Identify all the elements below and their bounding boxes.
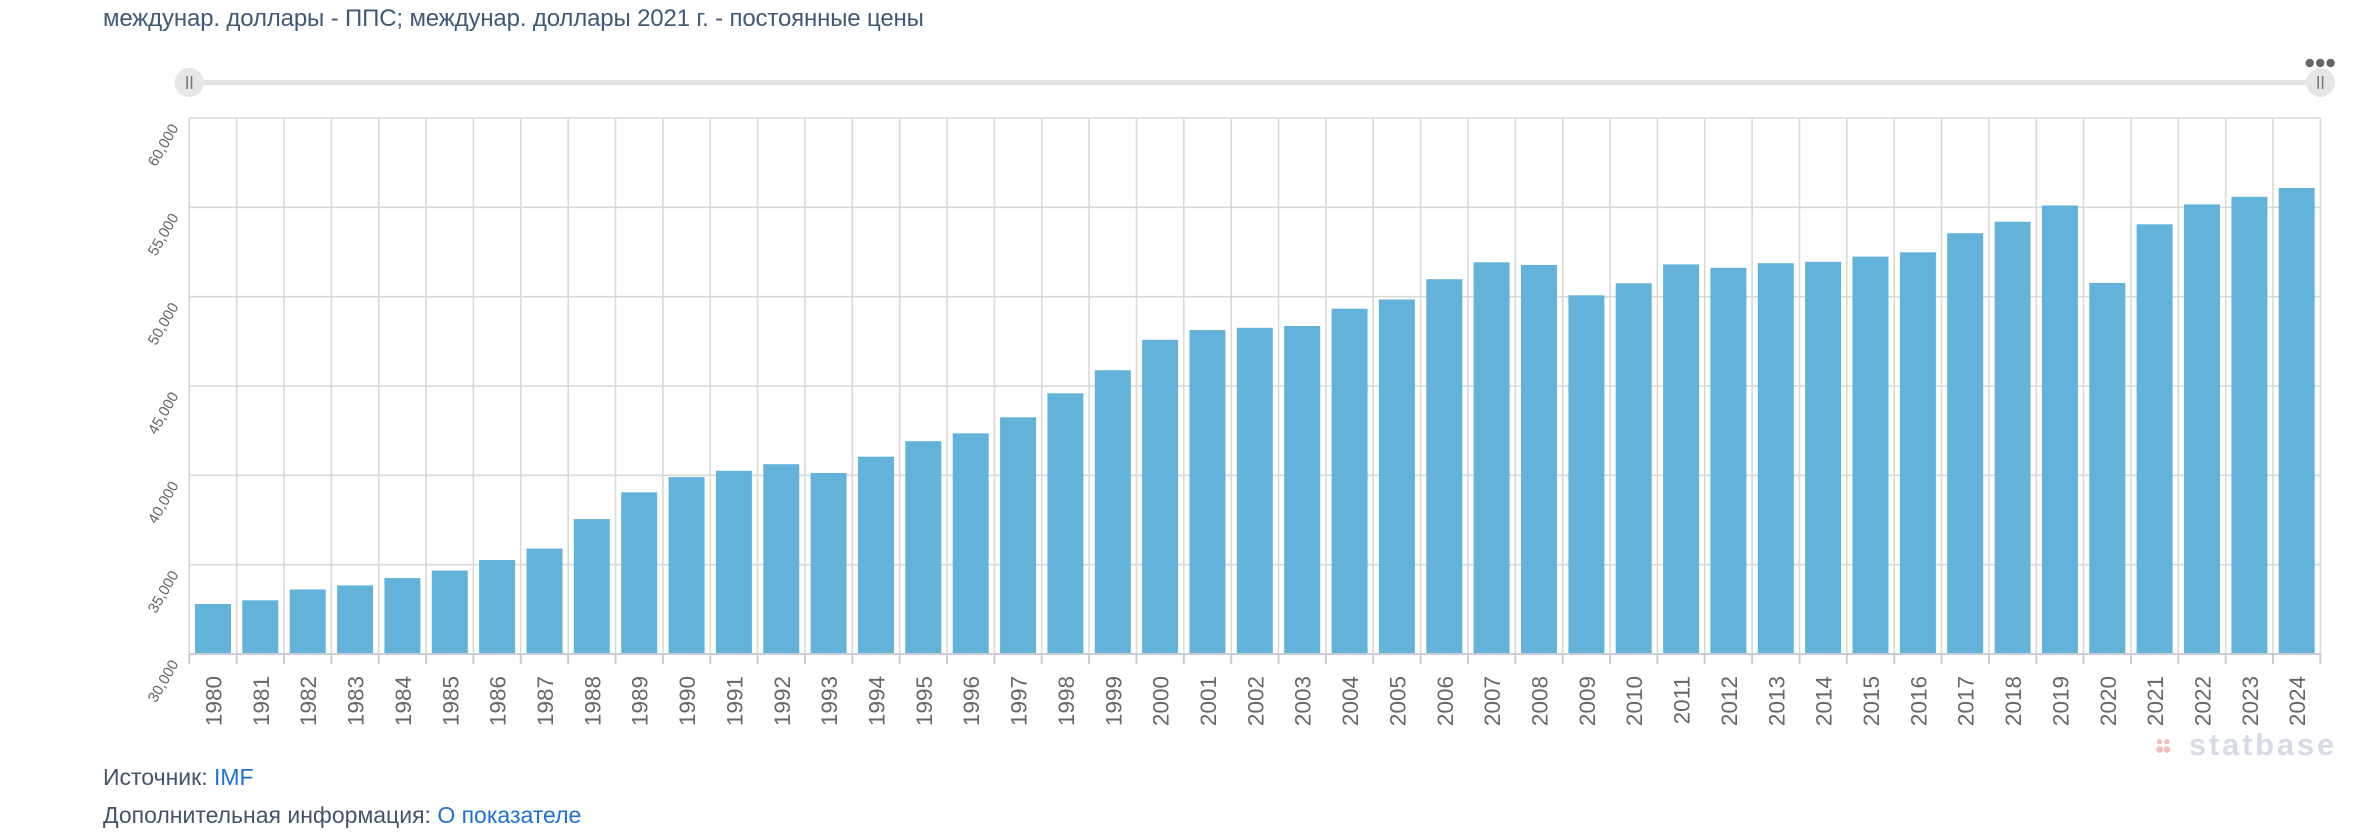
svg-text:1980: 1980: [202, 676, 227, 726]
svg-text:2009: 2009: [1575, 676, 1600, 726]
svg-text:1990: 1990: [675, 676, 700, 726]
svg-text:2020: 2020: [2096, 676, 2121, 726]
svg-text:2018: 2018: [2001, 676, 2026, 726]
svg-text:2024: 2024: [2285, 676, 2310, 726]
svg-text:2001: 2001: [1196, 676, 1221, 726]
svg-text:2002: 2002: [1243, 676, 1268, 726]
svg-text:55,000: 55,000: [145, 211, 183, 259]
svg-text:40,000: 40,000: [145, 479, 183, 527]
svg-text:1985: 1985: [438, 676, 463, 726]
svg-text:2021: 2021: [2143, 676, 2168, 726]
svg-text:2015: 2015: [1859, 676, 1884, 726]
svg-text:1998: 1998: [1054, 676, 1079, 726]
svg-text:2010: 2010: [1622, 676, 1647, 726]
svg-text:2012: 2012: [1717, 676, 1742, 726]
svg-text:2014: 2014: [1812, 676, 1837, 726]
svg-text:2000: 2000: [1149, 676, 1174, 726]
svg-text:2022: 2022: [2191, 676, 2216, 726]
svg-text:2011: 2011: [1670, 676, 1695, 724]
svg-text:1997: 1997: [1007, 676, 1032, 726]
svg-text:statbase: statbase: [2189, 727, 2337, 762]
svg-text:2013: 2013: [1764, 676, 1789, 726]
svg-text:1988: 1988: [580, 676, 605, 726]
svg-text:1989: 1989: [628, 676, 653, 726]
svg-text:2017: 2017: [1954, 676, 1979, 726]
svg-text:1995: 1995: [912, 676, 937, 726]
svg-text:2006: 2006: [1433, 676, 1458, 726]
svg-text:2005: 2005: [1385, 676, 1410, 726]
svg-text:1994: 1994: [865, 676, 890, 726]
svg-text:1982: 1982: [296, 676, 321, 726]
svg-text:2019: 2019: [2048, 676, 2073, 726]
svg-text:1996: 1996: [959, 676, 984, 726]
svg-text:2007: 2007: [1480, 676, 1505, 726]
svg-text:1983: 1983: [344, 676, 369, 726]
svg-text:1986: 1986: [486, 676, 511, 726]
svg-text:2004: 2004: [1338, 676, 1363, 726]
svg-text:30,000: 30,000: [145, 657, 183, 705]
svg-text:1984: 1984: [391, 676, 416, 726]
svg-text:1992: 1992: [770, 676, 795, 726]
svg-text:50,000: 50,000: [145, 300, 183, 348]
svg-text:45,000: 45,000: [145, 389, 183, 437]
svg-text:1987: 1987: [533, 676, 558, 726]
svg-text:1991: 1991: [722, 676, 747, 726]
svg-text:2023: 2023: [2238, 676, 2263, 726]
svg-text:1981: 1981: [249, 676, 274, 726]
svg-text:60,000: 60,000: [145, 121, 183, 169]
svg-text:35,000: 35,000: [145, 568, 183, 616]
svg-text:2003: 2003: [1291, 676, 1316, 726]
svg-text:1999: 1999: [1101, 676, 1126, 726]
svg-text:1993: 1993: [817, 676, 842, 726]
svg-text:2008: 2008: [1528, 676, 1553, 726]
svg-text:2016: 2016: [1906, 676, 1931, 726]
